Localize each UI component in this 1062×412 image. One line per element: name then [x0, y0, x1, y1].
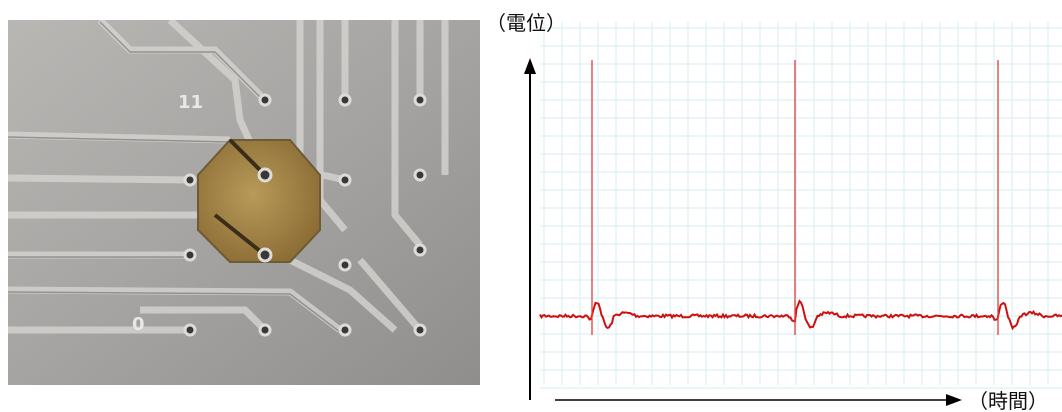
signal-trace: [539, 299, 1062, 331]
y-axis-label: （電位）: [486, 11, 566, 35]
y-arrow: [524, 58, 536, 74]
chip-label: 11: [178, 92, 203, 113]
microscope-photo: 11 0: [8, 20, 480, 385]
x-arrow: [946, 394, 962, 406]
grid: [540, 22, 1062, 389]
x-axis-label: （時間）: [968, 389, 1048, 412]
chip-label: 0: [132, 314, 145, 335]
spikes: [591, 60, 999, 335]
